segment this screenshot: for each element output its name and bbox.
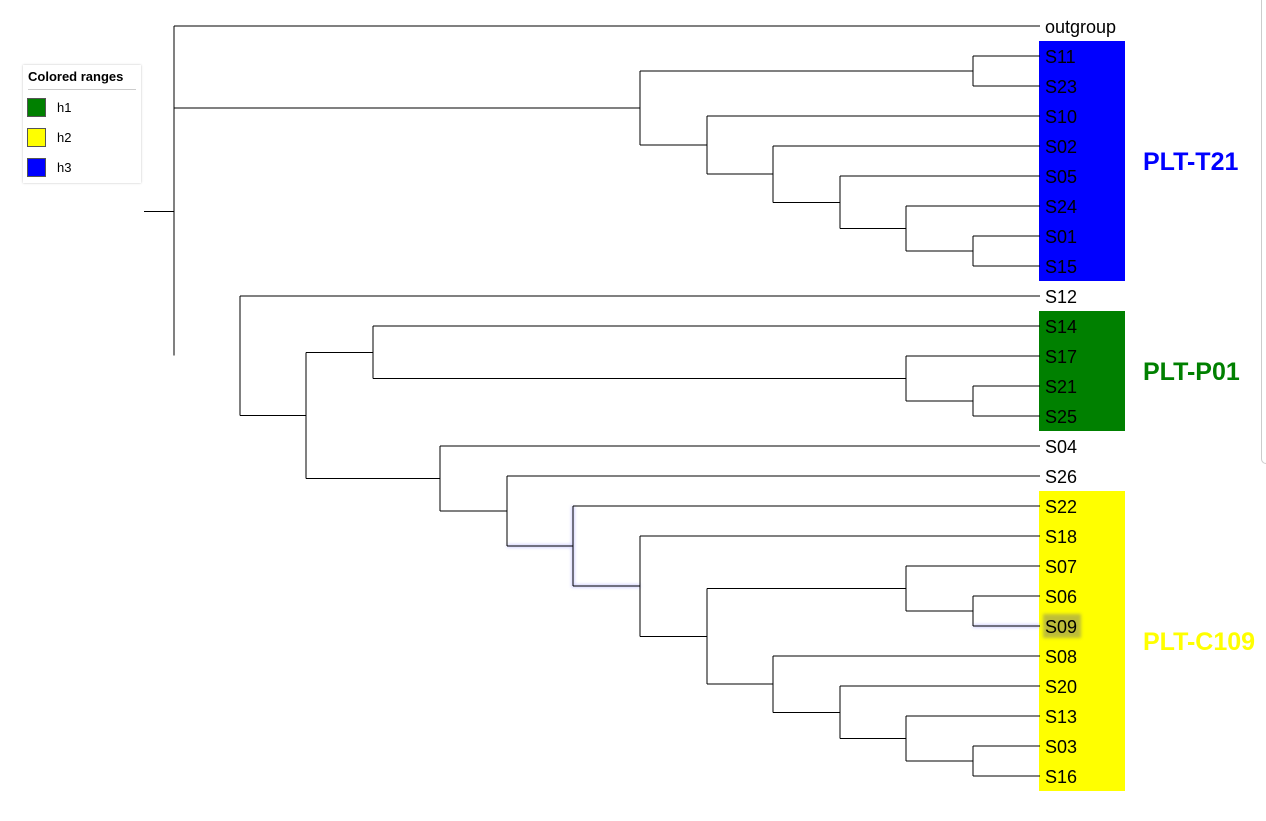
colored-ranges-legend: Colored ranges h1 h2 h3	[23, 65, 141, 183]
clade-label-plt-p01: PLT-P01	[1143, 358, 1240, 386]
colored-range-plt-c109	[1039, 491, 1125, 791]
legend-label-h2: h2	[57, 129, 72, 145]
leaf-label-s25[interactable]: S25	[1045, 407, 1077, 427]
clade-label-plt-c109: PLT-C109	[1143, 628, 1255, 656]
leaf-label-s15[interactable]: S15	[1045, 257, 1077, 277]
leaf-label-s01[interactable]: S01	[1045, 227, 1077, 247]
colored-range-plt-p01	[1039, 311, 1125, 431]
leaf-label-s08[interactable]: S08	[1045, 647, 1077, 667]
legend-label-h1: h1	[57, 99, 72, 115]
leaf-label-s10[interactable]: S10	[1045, 107, 1077, 127]
leaf-label-outgroup[interactable]: outgroup	[1045, 17, 1116, 37]
leaf-label-s07[interactable]: S07	[1045, 557, 1077, 577]
legend-label-h3: h3	[57, 159, 72, 175]
leaf-label-s13[interactable]: S13	[1045, 707, 1077, 727]
leaf-label-s23[interactable]: S23	[1045, 77, 1077, 97]
leaf-label-s05[interactable]: S05	[1045, 167, 1077, 187]
clade-label-plt-t21: PLT-T21	[1143, 148, 1238, 176]
legend-swatch-h2	[27, 127, 46, 147]
leaf-label-s18[interactable]: S18	[1045, 527, 1077, 547]
leaf-label-s12[interactable]: S12	[1045, 287, 1077, 307]
leaf-label-s24[interactable]: S24	[1045, 197, 1077, 217]
leaf-label-s02[interactable]: S02	[1045, 137, 1077, 157]
leaf-label-s06[interactable]: S06	[1045, 587, 1077, 607]
leaf-label-s03[interactable]: S03	[1045, 737, 1077, 757]
leaf-label-s16[interactable]: S16	[1045, 767, 1077, 787]
legend-swatch-h1	[27, 97, 46, 117]
leaf-label-s21[interactable]: S21	[1045, 377, 1077, 397]
leaf-label-s26[interactable]: S26	[1045, 467, 1077, 487]
leaf-label-s04[interactable]: S04	[1045, 437, 1077, 457]
colored-range-plt-t21	[1039, 41, 1125, 281]
leaf-label-s09[interactable]: S09	[1045, 617, 1077, 637]
legend-divider	[28, 89, 136, 90]
leaf-label-s11[interactable]: S11	[1045, 47, 1076, 67]
leaf-label-s22[interactable]: S22	[1045, 497, 1077, 517]
side-panel-edge	[1261, 0, 1266, 464]
legend-item-h3: h3	[27, 156, 71, 178]
legend-item-h1: h1	[27, 96, 71, 118]
legend-title: Colored ranges	[28, 69, 124, 84]
leaf-label-s20[interactable]: S20	[1045, 677, 1077, 697]
leaf-label-s17[interactable]: S17	[1045, 347, 1077, 367]
legend-swatch-h3	[27, 157, 46, 177]
leaf-label-s14[interactable]: S14	[1045, 317, 1077, 337]
legend-item-h2: h2	[27, 126, 71, 148]
